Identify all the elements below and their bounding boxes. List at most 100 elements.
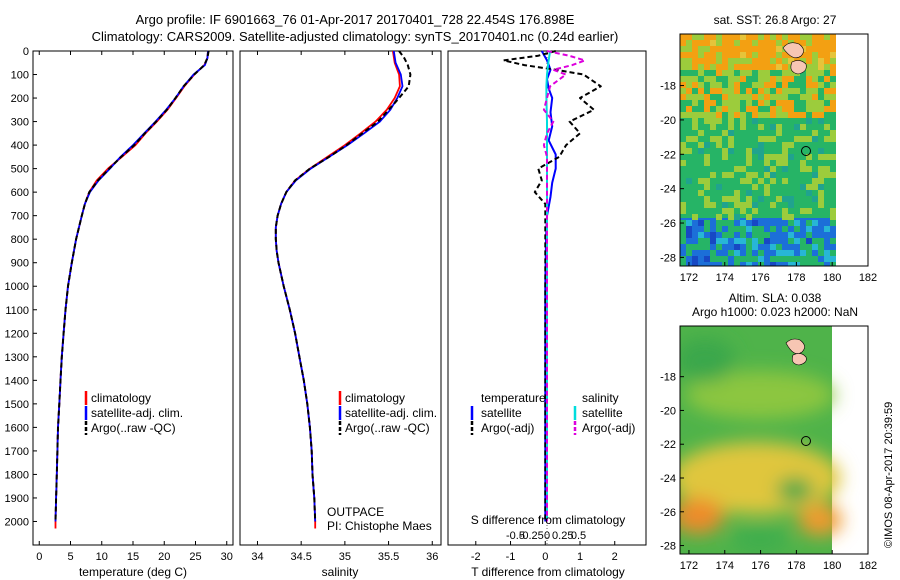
- sst-cell: [782, 154, 788, 160]
- sst-cell: [782, 148, 788, 154]
- sst-cell: [704, 226, 710, 232]
- sst-cell: [740, 166, 746, 172]
- sst-cell: [710, 88, 716, 94]
- sst-cell: [794, 76, 800, 82]
- sst-cell: [830, 250, 836, 256]
- sst-cell: [800, 136, 806, 142]
- sst-cell: [806, 166, 812, 172]
- sst-cell: [818, 262, 824, 266]
- x-tick-label: 174: [716, 560, 734, 572]
- sst-cell: [752, 232, 758, 238]
- y-tick-label: 400: [11, 140, 29, 152]
- sst-cell: [764, 160, 770, 166]
- sst-cell: [710, 172, 716, 178]
- x-tick-label: 2: [612, 551, 618, 563]
- sst-cell: [770, 202, 776, 208]
- sst-cell: [770, 172, 776, 178]
- temperature-yticks: 0 100 200 300 400 500 600 700 800 900 1000 1100 1200…: [5, 46, 37, 528]
- legend-header-temperature: temperature: [481, 391, 546, 405]
- sst-cell: [740, 226, 746, 232]
- sst-cell: [830, 58, 836, 64]
- sst-cell: [824, 64, 830, 70]
- sst-cell: [788, 202, 794, 208]
- sst-cell: [686, 106, 692, 112]
- x-tick-label: 180: [823, 272, 841, 284]
- sla-smooth-field: [680, 338, 842, 554]
- sst-cell: [794, 100, 800, 106]
- sst-cell: [788, 196, 794, 202]
- legend-label-s-satellite: satellite: [582, 406, 623, 420]
- sst-cell: [776, 154, 782, 160]
- sst-cell: [770, 82, 776, 88]
- sst-cell: [788, 214, 794, 220]
- sst-cell: [800, 208, 806, 214]
- sla-blob-green-left: [680, 338, 735, 382]
- sst-cell: [686, 88, 692, 94]
- y-tick-label: 1600: [5, 422, 29, 434]
- sst-cell: [818, 250, 824, 256]
- sst-cell: [782, 178, 788, 184]
- series-line-t-argo-adj-: [502, 50, 602, 522]
- sst-cell: [758, 226, 764, 232]
- y-tick-label: -26: [660, 507, 676, 519]
- sst-cell: [830, 70, 836, 76]
- sst-cell: [758, 256, 764, 262]
- sst-cell: [716, 52, 722, 58]
- salinity-legend: climatology satellite-adj. clim. Argo(..…: [338, 391, 437, 435]
- sst-cell: [704, 88, 710, 94]
- salinity-annotation-pi: PI: Chistophe Maes: [327, 519, 432, 533]
- sst-cell: [800, 58, 806, 64]
- sst-cell: [740, 178, 746, 184]
- x-tick-label: 5: [67, 551, 73, 563]
- sst-cell: [830, 52, 836, 58]
- sst-cell: [770, 106, 776, 112]
- sst-cell: [734, 70, 740, 76]
- sst-cell: [788, 112, 794, 118]
- sst-cell: [818, 244, 824, 250]
- salinity-lines: [274, 50, 412, 529]
- sst-cell: [824, 88, 830, 94]
- sst-cell: [716, 238, 722, 244]
- sst-cell: [806, 34, 812, 40]
- sst-cell: [824, 100, 830, 106]
- sst-cell: [704, 196, 710, 202]
- sst-cell: [782, 106, 788, 112]
- sst-cell: [770, 100, 776, 106]
- sst-cell: [752, 112, 758, 118]
- sst-cell: [734, 82, 740, 88]
- sst-cell: [692, 70, 698, 76]
- sst-cell: [716, 136, 722, 142]
- sst-cell: [728, 136, 734, 142]
- sst-cell: [800, 160, 806, 166]
- sst-cell: [680, 142, 686, 148]
- sst-cell: [782, 208, 788, 214]
- sst-cell: [806, 118, 812, 124]
- sst-cell: [722, 154, 728, 160]
- x-tick-label: 30: [221, 551, 233, 563]
- y-tick-label: 800: [11, 234, 29, 246]
- sst-cell: [680, 226, 686, 232]
- x-tick-label: 34: [251, 551, 263, 563]
- sst-cell: [770, 58, 776, 64]
- difference-panel: -2 -1 0 1 2 temperature satellite Argo(-adj)…: [447, 50, 647, 579]
- sst-cell: [680, 94, 686, 100]
- sst-cell: [824, 112, 830, 118]
- sst-cell: [764, 82, 770, 88]
- x-tick-label: 178: [787, 272, 805, 284]
- legend-label-argo: Argo(..raw -QC): [91, 421, 176, 435]
- sst-cell: [812, 58, 818, 64]
- sst-cell: [758, 250, 764, 256]
- sst-cell: [722, 94, 728, 100]
- sst-cell: [752, 40, 758, 46]
- sst-cell: [806, 250, 812, 256]
- sst-cell: [698, 148, 704, 154]
- y-tick-label: 1000: [5, 281, 29, 293]
- sst-cell: [818, 64, 824, 70]
- sst-cell: [740, 202, 746, 208]
- sst-cell: [800, 106, 806, 112]
- sst-cell: [788, 100, 794, 106]
- x-tick-label: 182: [859, 272, 877, 284]
- sst-cell: [752, 52, 758, 58]
- legend-label-climatology: climatology: [345, 391, 405, 405]
- sla-blob-lime-top: [685, 371, 835, 419]
